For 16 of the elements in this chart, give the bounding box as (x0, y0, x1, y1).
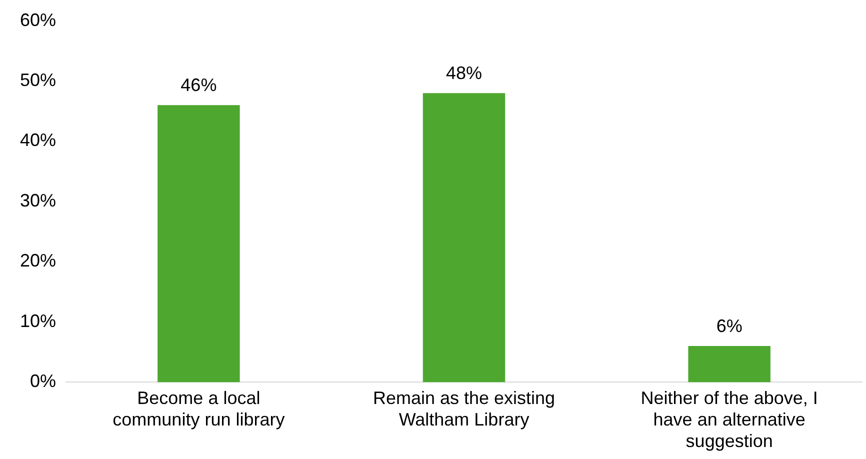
bar (422, 93, 506, 382)
y-tick-label: 10% (20, 310, 56, 331)
y-tick-label: 30% (20, 190, 56, 210)
y-tick-label: 60% (20, 10, 56, 30)
data-label: 6% (716, 316, 742, 336)
bar (158, 105, 240, 382)
data-label: 48% (446, 63, 482, 84)
y-tick-label: 0% (30, 371, 56, 392)
x-tick-label: Become a local community run library (112, 388, 285, 430)
y-tick-label: 20% (20, 250, 56, 271)
x-tick-label: Remain as the existing Waltham Library (372, 388, 556, 430)
y-tick-label: 40% (20, 130, 56, 150)
y-tick-label: 50% (20, 70, 56, 90)
x-tick-label: Neither of the above, I have an alternative suggestion (640, 388, 818, 452)
bar (688, 346, 770, 382)
data-label: 46% (180, 75, 217, 96)
